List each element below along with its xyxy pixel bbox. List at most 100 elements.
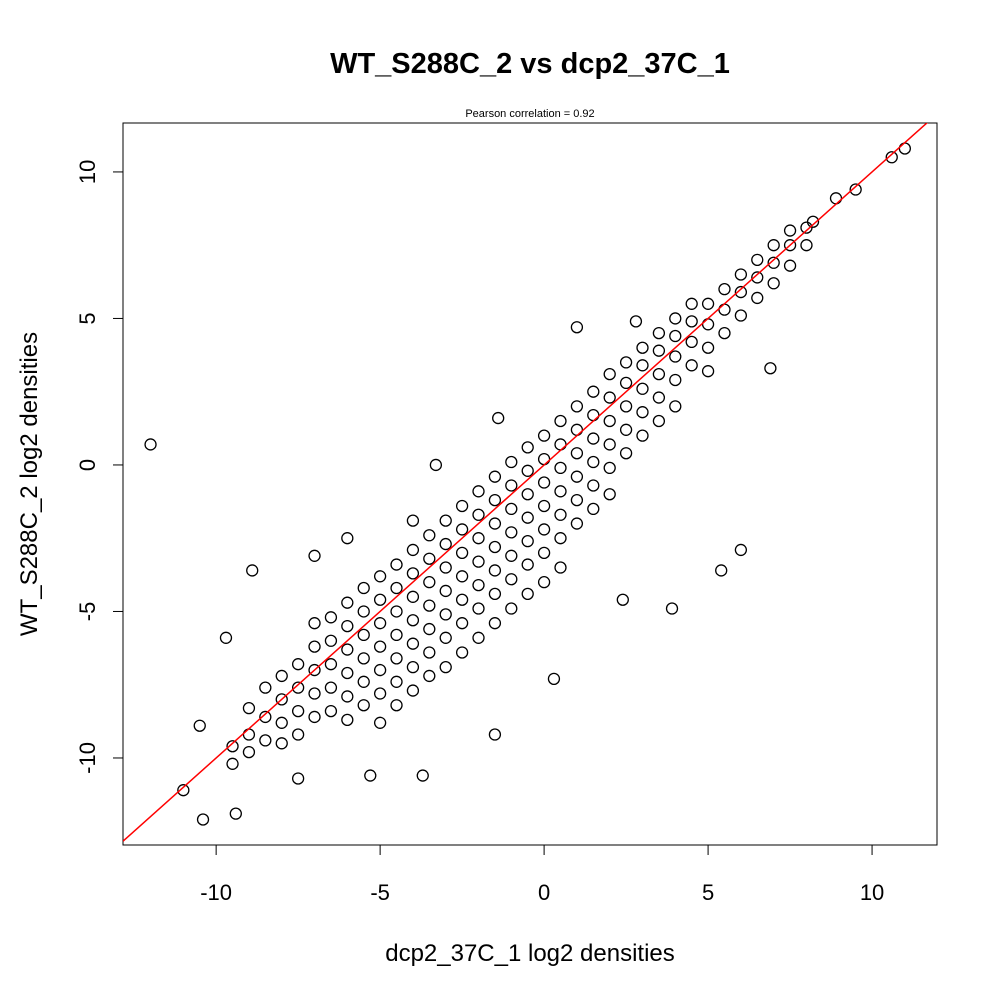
point <box>669 400 682 413</box>
point <box>275 737 288 750</box>
point <box>636 429 649 442</box>
point <box>324 658 338 671</box>
point <box>505 573 518 586</box>
point <box>554 532 567 545</box>
point <box>734 309 748 322</box>
point <box>619 423 633 436</box>
point <box>472 631 485 644</box>
point <box>701 365 715 378</box>
x-tick-label: 5 <box>702 880 714 905</box>
point <box>537 429 551 442</box>
point <box>521 534 534 548</box>
point <box>751 271 764 284</box>
point <box>636 341 649 354</box>
point <box>472 555 485 568</box>
point <box>390 628 403 642</box>
point <box>226 757 239 770</box>
point <box>324 634 338 647</box>
point <box>341 596 354 609</box>
point <box>537 546 551 560</box>
point <box>629 315 643 328</box>
point <box>242 745 256 759</box>
point <box>406 567 420 580</box>
point <box>439 561 452 574</box>
point <box>701 297 715 310</box>
point <box>537 452 551 466</box>
point <box>373 570 387 583</box>
point <box>455 523 469 536</box>
point <box>764 362 777 375</box>
point <box>547 672 561 686</box>
point <box>390 675 403 688</box>
point <box>423 646 436 659</box>
point <box>308 663 321 677</box>
point <box>570 493 584 507</box>
y-axis-label: WT_S288C_2 log2 densities <box>16 332 43 636</box>
point <box>423 669 436 683</box>
point <box>885 151 898 164</box>
point <box>439 584 452 598</box>
point <box>193 719 206 732</box>
point <box>636 406 649 419</box>
point <box>259 681 272 694</box>
point <box>800 239 813 252</box>
point <box>341 713 354 727</box>
point <box>406 637 420 650</box>
point <box>357 675 370 688</box>
point <box>652 391 666 404</box>
point <box>357 628 370 642</box>
point <box>429 458 443 472</box>
point <box>587 432 600 445</box>
point <box>521 464 534 477</box>
point <box>455 499 469 513</box>
point <box>373 640 387 653</box>
point <box>423 576 436 589</box>
point <box>554 508 567 521</box>
point <box>685 335 698 349</box>
point <box>488 493 502 507</box>
point <box>767 256 780 269</box>
point <box>806 215 820 228</box>
point <box>308 687 321 700</box>
point <box>570 321 584 334</box>
point <box>406 543 420 557</box>
point <box>259 734 272 747</box>
point <box>521 587 534 601</box>
point <box>291 704 305 718</box>
point <box>177 784 190 797</box>
point <box>603 438 616 451</box>
x-tick-label: -5 <box>370 880 390 905</box>
point <box>472 508 485 521</box>
point <box>669 312 682 325</box>
point <box>275 669 288 683</box>
point <box>324 704 338 718</box>
point <box>455 570 469 583</box>
x-tick-label: -10 <box>200 880 232 905</box>
point <box>603 414 616 428</box>
point <box>652 326 666 340</box>
point <box>669 373 682 387</box>
point <box>685 297 698 310</box>
point <box>406 684 420 697</box>
point <box>423 622 436 636</box>
point <box>390 581 403 595</box>
point <box>521 511 534 524</box>
point <box>291 658 305 671</box>
point <box>373 663 387 677</box>
point <box>439 608 452 621</box>
point <box>439 631 452 644</box>
point <box>554 485 567 498</box>
point <box>505 526 518 539</box>
point <box>488 728 502 741</box>
point <box>373 716 387 729</box>
point <box>455 646 469 659</box>
point <box>587 455 600 469</box>
point <box>505 479 518 492</box>
point <box>406 514 420 527</box>
point <box>587 385 600 398</box>
point <box>829 192 843 205</box>
y-tick-label: 0 <box>75 459 100 471</box>
point <box>341 532 354 545</box>
point <box>357 652 370 665</box>
point <box>341 619 354 633</box>
